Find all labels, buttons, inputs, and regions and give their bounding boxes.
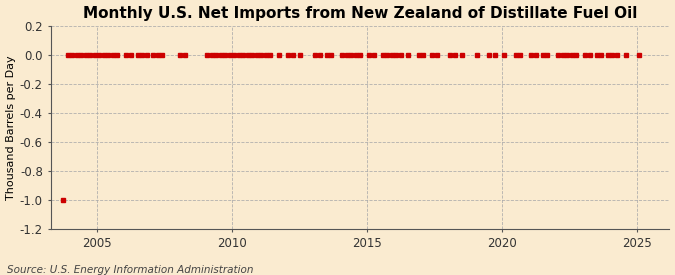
- Text: Source: U.S. Energy Information Administration: Source: U.S. Energy Information Administ…: [7, 265, 253, 275]
- Title: Monthly U.S. Net Imports from New Zealand of Distillate Fuel Oil: Monthly U.S. Net Imports from New Zealan…: [83, 6, 637, 21]
- Y-axis label: Thousand Barrels per Day: Thousand Barrels per Day: [5, 55, 16, 200]
